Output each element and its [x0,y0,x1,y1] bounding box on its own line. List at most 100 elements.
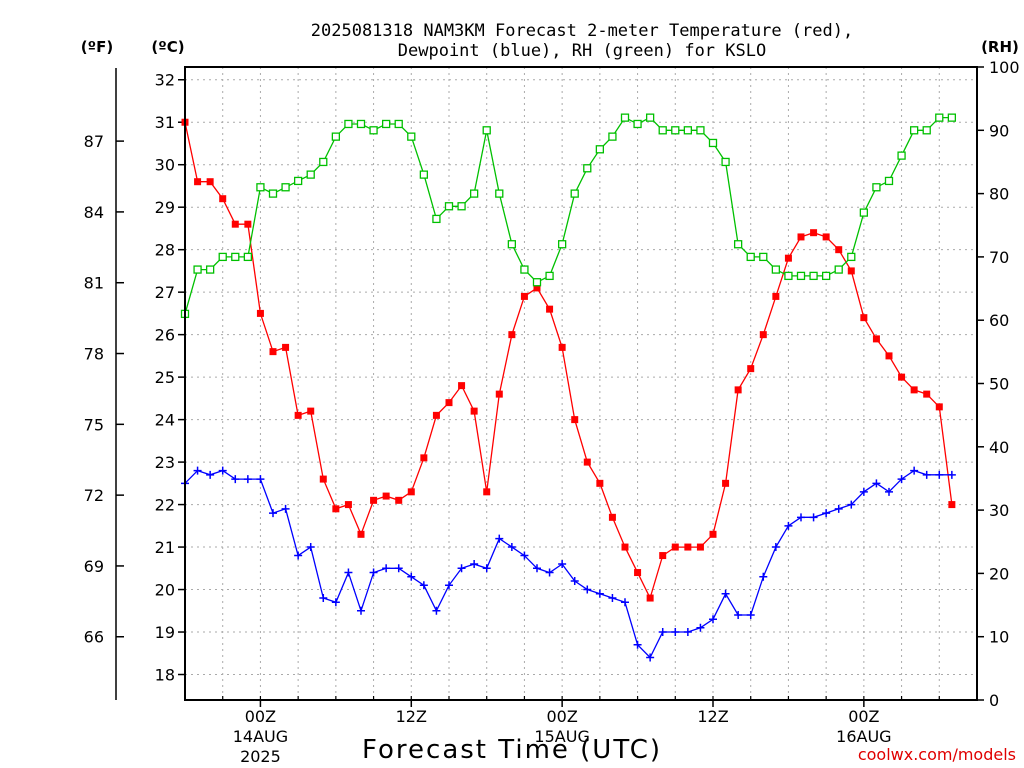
credit-text: coolwx.com/models [858,745,1016,764]
axis-ticks [116,66,984,707]
celsius-tick-label: 29 [155,198,175,217]
rh-point [696,126,705,135]
dewpoint-point [696,623,705,632]
rh-point [683,126,693,135]
rh-point [847,252,856,262]
dewpoint-point [847,500,856,509]
rh-point [821,271,831,281]
temperature-point [546,305,554,313]
dewpoint-point [281,504,290,513]
temperature-point [445,399,453,407]
dewpoint-point [545,568,554,577]
dewpoint-point [885,487,893,496]
temperature-point [370,496,378,504]
date-tick-label: 15AUG [534,727,589,746]
chart-title-line2: Dewpoint (blue), RH (green) for KSLO [398,41,766,61]
rh-tick-label: 50 [989,375,1009,394]
rh-point [834,265,843,274]
temperature-point [608,513,616,521]
dewpoint-point [407,572,416,581]
temperature-point [533,284,541,292]
dewpoint-point [344,568,353,577]
dewpoint-point [357,606,365,615]
rh-point [256,183,265,192]
rh-point [759,252,768,262]
dewpoint-point [432,606,441,615]
dewpoint-point [558,560,567,569]
rh-point [671,126,680,135]
rh-point [545,271,554,281]
dewpoint-point [595,589,604,598]
celsius-tick-label: 22 [155,496,175,515]
dewpoint-point [294,551,303,560]
rh-tick-labels: 0 10 20 30 40 50 60 70 80 90 100 [989,58,1020,710]
rh-point [532,278,542,287]
rh-point [231,252,240,262]
dewpoint-point [319,594,328,603]
celsius-tick-label: 31 [155,113,175,132]
rh-point [557,240,567,249]
temperature-point [520,292,528,300]
rh-line [184,116,952,315]
temperature-point [307,407,315,415]
temperature-point [734,386,742,394]
temperature-point [646,594,654,602]
temperature-point [923,390,931,398]
dewpoint-point [834,504,843,513]
temperature-point [420,454,428,462]
temperature-point [382,492,390,500]
temperature-point [432,411,440,419]
year-tick-label: 2025 [240,747,281,766]
dewpoint-point [243,475,252,484]
dewpoint-point [457,564,466,573]
temperature-point [558,343,566,351]
rh-point [897,151,906,160]
temperature-point [571,416,579,424]
dewpoint-point [633,640,642,649]
celsius-tick-label: 25 [155,368,175,387]
temperature-point [847,267,855,275]
rh-point [281,183,290,192]
dewpoint-point [658,628,667,637]
rh-point [306,170,315,179]
rh-point [884,176,894,186]
temperature-point [583,458,591,466]
rh-tick-label: 70 [989,248,1009,267]
temperature-point [822,233,830,241]
time-tick-label: 12Z [697,707,728,726]
dewpoint-point [922,470,931,479]
temperature-point [194,178,202,186]
time-tick-label: 12Z [396,707,427,726]
rh-tick-label: 10 [989,628,1009,647]
rh-point [922,126,931,135]
rh-point [935,113,944,122]
dewpoint-point [419,581,428,590]
dewpoint-point [470,560,479,569]
celsius-tick-label: 20 [155,581,175,600]
series-layer [180,113,957,662]
rh-point [344,119,353,129]
rh-point [633,119,642,129]
rh-tick-label: 90 [989,121,1009,140]
fahrenheit-tick-label: 75 [84,415,104,434]
rh-point [469,189,479,198]
temperature-point [319,475,327,483]
rh-tick-label: 30 [989,501,1009,520]
celsius-tick-label: 21 [155,538,175,557]
dewpoint-point [822,509,831,518]
celsius-tick-labels: 18 19 20 21 22 23 24 25 26 27 28 29 30 31 32 [155,71,175,685]
temperature-point [231,220,239,228]
temperature-point [671,543,679,551]
dewpoint-point [218,466,227,475]
fahrenheit-tick-label: 66 [84,628,104,647]
dewpoint-point [784,521,793,530]
rh-point [746,252,755,262]
rh-point [909,126,919,135]
rh-point [381,119,391,129]
temperature-point [596,479,604,487]
grid-lines [185,67,977,700]
dewpoint-point [910,466,919,475]
temperature-point [458,382,466,390]
dewpoint-point [331,598,340,607]
